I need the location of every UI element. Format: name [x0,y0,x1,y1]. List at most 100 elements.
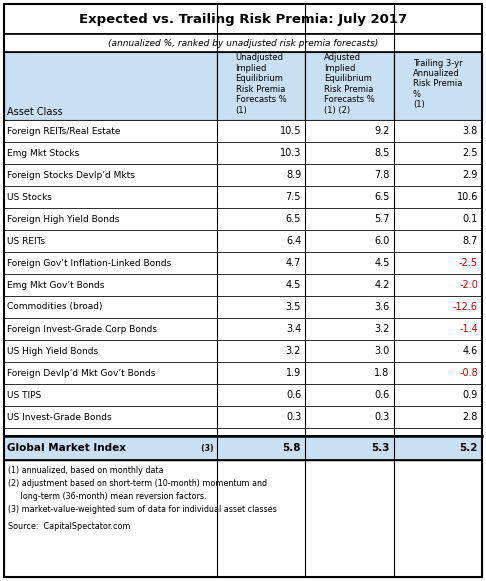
Bar [305,252,394,274]
Bar [4,252,217,274]
Text: 1.8: 1.8 [374,368,390,378]
Text: 5.3: 5.3 [371,443,390,453]
Text: Asset Class: Asset Class [7,107,63,117]
Bar [394,186,482,208]
Text: 4.5: 4.5 [374,258,390,268]
Bar [217,164,305,186]
Bar [4,274,217,296]
Text: 4.5: 4.5 [286,280,301,290]
Bar [217,362,305,384]
Text: Foreign Devlp’d Mkt Gov’t Bonds: Foreign Devlp’d Mkt Gov’t Bonds [7,368,156,378]
Text: 10.6: 10.6 [457,192,478,202]
Text: 0.6: 0.6 [286,390,301,400]
Text: 0.3: 0.3 [286,412,301,422]
Text: -12.6: -12.6 [453,302,478,312]
Text: Emg Mkt Stocks: Emg Mkt Stocks [7,149,79,157]
Bar [305,186,394,208]
Text: 4.7: 4.7 [286,258,301,268]
Bar [4,460,482,577]
Text: 0.1: 0.1 [463,214,478,224]
Text: -0.8: -0.8 [459,368,478,378]
Bar [394,296,482,318]
Text: Foreign REITs/Real Estate: Foreign REITs/Real Estate [7,127,121,135]
Text: Trailing 3-yr
Annualized
Risk Premia
%
(1): Trailing 3-yr Annualized Risk Premia % (… [413,59,463,109]
Text: US REITs: US REITs [7,236,45,246]
Text: US Stocks: US Stocks [7,192,52,202]
Text: 8.9: 8.9 [286,170,301,180]
Text: Emg Mkt Gov’t Bonds: Emg Mkt Gov’t Bonds [7,281,104,289]
Bar [394,120,482,142]
Bar [394,142,482,164]
Text: 0.6: 0.6 [374,390,390,400]
Bar [4,142,217,164]
Bar [4,340,217,362]
Text: 3.0: 3.0 [374,346,390,356]
Text: 3.2: 3.2 [286,346,301,356]
Bar [217,318,305,340]
Bar [305,120,394,142]
Text: 8.5: 8.5 [374,148,390,158]
Text: 3.4: 3.4 [286,324,301,334]
Text: 5.8: 5.8 [283,443,301,453]
Text: 0.3: 0.3 [374,412,390,422]
Bar [217,406,305,428]
Text: Foreign High Yield Bonds: Foreign High Yield Bonds [7,214,120,224]
Text: 9.2: 9.2 [374,126,390,136]
Bar [4,230,217,252]
Text: Commodities (broad): Commodities (broad) [7,303,103,311]
Bar [4,296,217,318]
Bar [4,120,217,142]
Bar [4,362,217,384]
Text: Foreign Gov’t Inflation-Linked Bonds: Foreign Gov’t Inflation-Linked Bonds [7,259,171,267]
Bar [4,164,217,186]
Bar [4,208,217,230]
Bar [305,164,394,186]
Text: 2.9: 2.9 [463,170,478,180]
Text: 6.5: 6.5 [374,192,390,202]
Text: 4.6: 4.6 [463,346,478,356]
Bar [217,340,305,362]
Text: (3): (3) [196,443,214,453]
Bar [217,208,305,230]
Bar [305,296,394,318]
Bar [305,208,394,230]
Text: Global Market Index: Global Market Index [7,443,126,453]
Text: 5.2: 5.2 [459,443,478,453]
Bar [217,52,305,120]
Text: Unadjusted
Implied
Equilibrium
Risk Premia
Forecasts %
(1): Unadjusted Implied Equilibrium Risk Prem… [236,53,286,114]
Text: 5.7: 5.7 [374,214,390,224]
Bar [217,252,305,274]
Text: -2.5: -2.5 [459,258,478,268]
Bar [394,52,482,120]
Text: (1) annualized, based on monthly data: (1) annualized, based on monthly data [8,466,164,475]
Text: 3.8: 3.8 [463,126,478,136]
Bar [217,230,305,252]
Bar [4,4,482,34]
Bar [305,340,394,362]
Text: 4.2: 4.2 [374,280,390,290]
Bar [305,384,394,406]
Bar [4,34,482,52]
Bar [394,208,482,230]
Text: (annualized %, ranked by unadjusted risk premia forecasts): (annualized %, ranked by unadjusted risk… [108,38,378,48]
Bar [217,274,305,296]
Text: 8.7: 8.7 [463,236,478,246]
Text: 6.4: 6.4 [286,236,301,246]
Bar [394,252,482,274]
Bar [217,142,305,164]
Bar [4,406,217,428]
Bar [305,362,394,384]
Bar [305,230,394,252]
Text: US Invest-Grade Bonds: US Invest-Grade Bonds [7,413,112,421]
Bar [4,436,482,460]
Text: 10.3: 10.3 [280,148,301,158]
Text: -1.4: -1.4 [459,324,478,334]
Text: 6.5: 6.5 [286,214,301,224]
Bar [394,318,482,340]
Bar [394,340,482,362]
Bar [4,52,217,120]
Bar [217,186,305,208]
Text: 1.9: 1.9 [286,368,301,378]
Bar [394,362,482,384]
Text: 0.9: 0.9 [463,390,478,400]
